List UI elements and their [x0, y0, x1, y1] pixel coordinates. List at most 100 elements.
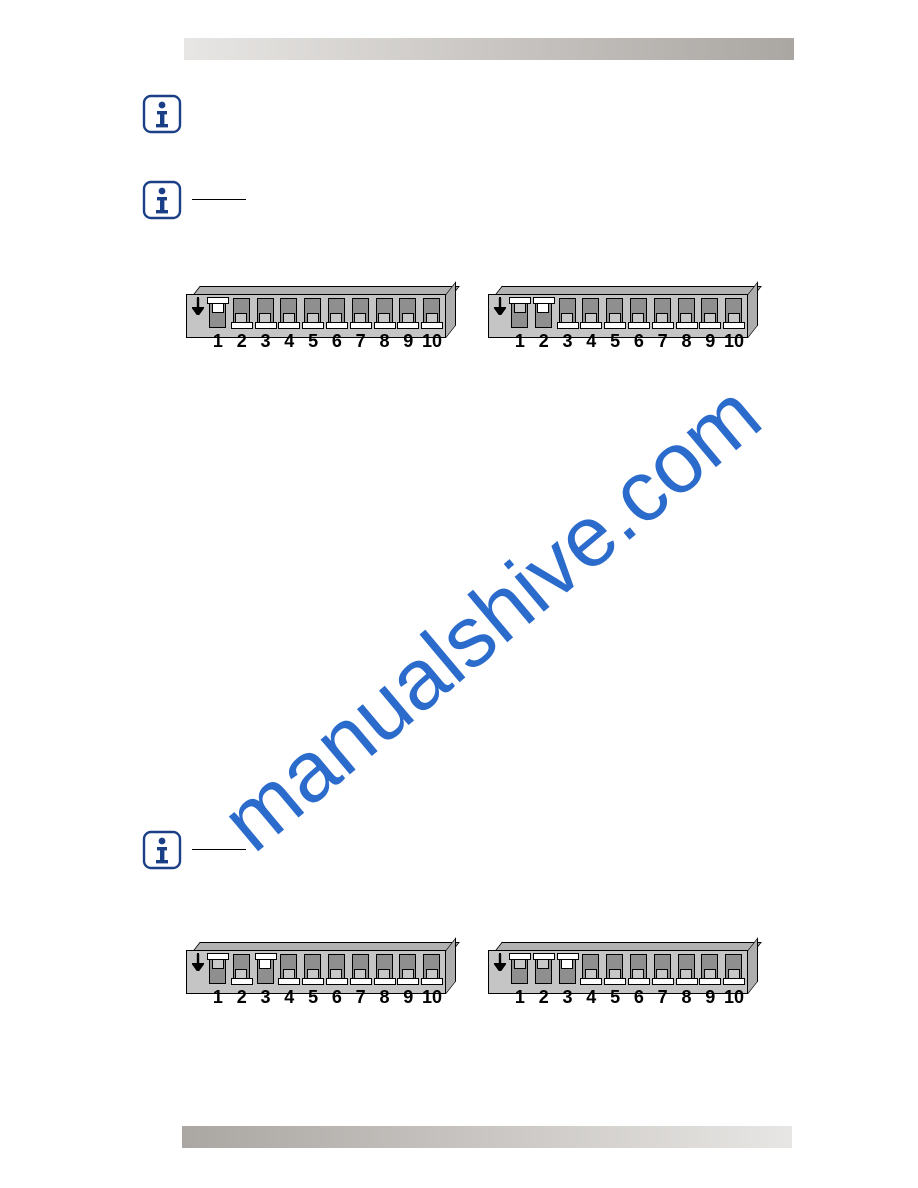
dip-slider-knob [676, 322, 698, 329]
dip-slider-knob [723, 978, 745, 985]
dip-slider-knob [723, 322, 745, 329]
dip-slider-knob [302, 978, 324, 985]
dip-slider-knob [604, 978, 626, 985]
dip-slider-knob [628, 978, 650, 985]
dip-numbers-row: 12345678910 [206, 986, 444, 1008]
dip-slider-knob [397, 978, 419, 985]
dip-slider-knob [278, 978, 300, 985]
dip-number: 5 [603, 330, 627, 352]
dip-number: 3 [254, 330, 278, 352]
dip-numbers-row: 12345678910 [508, 330, 746, 352]
dip-slider-knob [374, 978, 396, 985]
dip-slider-knob [302, 322, 324, 329]
dip-switch-block: 12345678910 [488, 942, 760, 1008]
dip-numbers-row: 12345678910 [206, 330, 444, 352]
dip-slider-knob [374, 322, 396, 329]
dip-number: 7 [349, 330, 373, 352]
dip-number: 6 [627, 330, 651, 352]
dip-number: 6 [627, 986, 651, 1008]
dip-number: 10 [420, 330, 444, 352]
dip-number: 1 [508, 330, 532, 352]
dip-number: 3 [556, 330, 580, 352]
dip-slider-knob [557, 953, 579, 960]
dip-number: 3 [254, 986, 278, 1008]
dip-number: 8 [373, 330, 397, 352]
dip-slider-knob [207, 297, 229, 304]
dip-number: 2 [532, 330, 556, 352]
dip-number: 9 [396, 986, 420, 1008]
dip-switch-block: 12345678910 [186, 942, 458, 1008]
dip-slider-knob [509, 297, 531, 304]
dip-slider-knob [397, 322, 419, 329]
dip-slider-knob [652, 978, 674, 985]
dip-slider-knob [533, 297, 555, 304]
dip-on-arrow-icon [494, 953, 506, 971]
dip-number: 2 [230, 986, 254, 1008]
dip-slider-knob [326, 978, 348, 985]
dip-slider-knob [699, 322, 721, 329]
dip-number: 9 [396, 330, 420, 352]
dip-number: 4 [579, 986, 603, 1008]
dip-number: 10 [722, 330, 746, 352]
dip-number: 3 [556, 986, 580, 1008]
dip-slider-knob [533, 953, 555, 960]
dip-number: 2 [532, 986, 556, 1008]
dip-switch-block: 12345678910 [488, 286, 760, 352]
info-rule [192, 199, 246, 200]
dip-slider-knob [231, 322, 253, 329]
dip-number: 8 [675, 986, 699, 1008]
dip-slider-knob [580, 322, 602, 329]
dip-number: 10 [420, 986, 444, 1008]
dip-number: 4 [579, 330, 603, 352]
dip-slider-knob [699, 978, 721, 985]
header-gradient-bar [184, 38, 794, 60]
dip-slider-knob [326, 322, 348, 329]
dip-slider-knob [421, 978, 443, 985]
dip-slider-knob [278, 322, 300, 329]
dip-switch-block: 12345678910 [186, 286, 458, 352]
dip-number: 9 [698, 986, 722, 1008]
dip-number: 8 [675, 330, 699, 352]
dip-number: 7 [349, 986, 373, 1008]
dip-number: 7 [651, 330, 675, 352]
dip-slider-knob [676, 978, 698, 985]
dip-slider-knob [604, 322, 626, 329]
dip-number: 4 [277, 986, 301, 1008]
watermark-text: manualshive.com [204, 366, 778, 870]
dip-slider-knob [207, 953, 229, 960]
info-icon [142, 830, 182, 870]
footer-gradient-bar [182, 1126, 792, 1148]
dip-slider-knob [580, 978, 602, 985]
dip-slider-knob [557, 322, 579, 329]
dip-slider-knob [628, 322, 650, 329]
info-rule [192, 849, 246, 850]
dip-slider-knob [350, 978, 372, 985]
dip-slider-knob [509, 953, 531, 960]
dip-number: 2 [230, 330, 254, 352]
dip-number: 5 [301, 986, 325, 1008]
dip-number: 1 [206, 986, 230, 1008]
dip-number: 6 [325, 330, 349, 352]
dip-slider-knob [255, 953, 277, 960]
dip-number: 5 [603, 986, 627, 1008]
dip-slider-knob [231, 978, 253, 985]
dip-number: 1 [508, 986, 532, 1008]
dip-number: 8 [373, 986, 397, 1008]
dip-number: 10 [722, 986, 746, 1008]
dip-on-arrow-icon [192, 953, 204, 971]
watermark: manualshive.com [130, 360, 890, 920]
dip-slider-knob [255, 322, 277, 329]
dip-numbers-row: 12345678910 [508, 986, 746, 1008]
page: 1234567891012345678910123456789101234567… [0, 0, 918, 1188]
dip-number: 5 [301, 330, 325, 352]
dip-number: 6 [325, 986, 349, 1008]
dip-number: 9 [698, 330, 722, 352]
dip-number: 7 [651, 986, 675, 1008]
dip-on-arrow-icon [494, 297, 506, 315]
dip-slider-knob [652, 322, 674, 329]
dip-on-arrow-icon [192, 297, 204, 315]
dip-number: 1 [206, 330, 230, 352]
dip-slider-knob [350, 322, 372, 329]
info-icon [142, 180, 182, 220]
info-icon [142, 94, 182, 134]
